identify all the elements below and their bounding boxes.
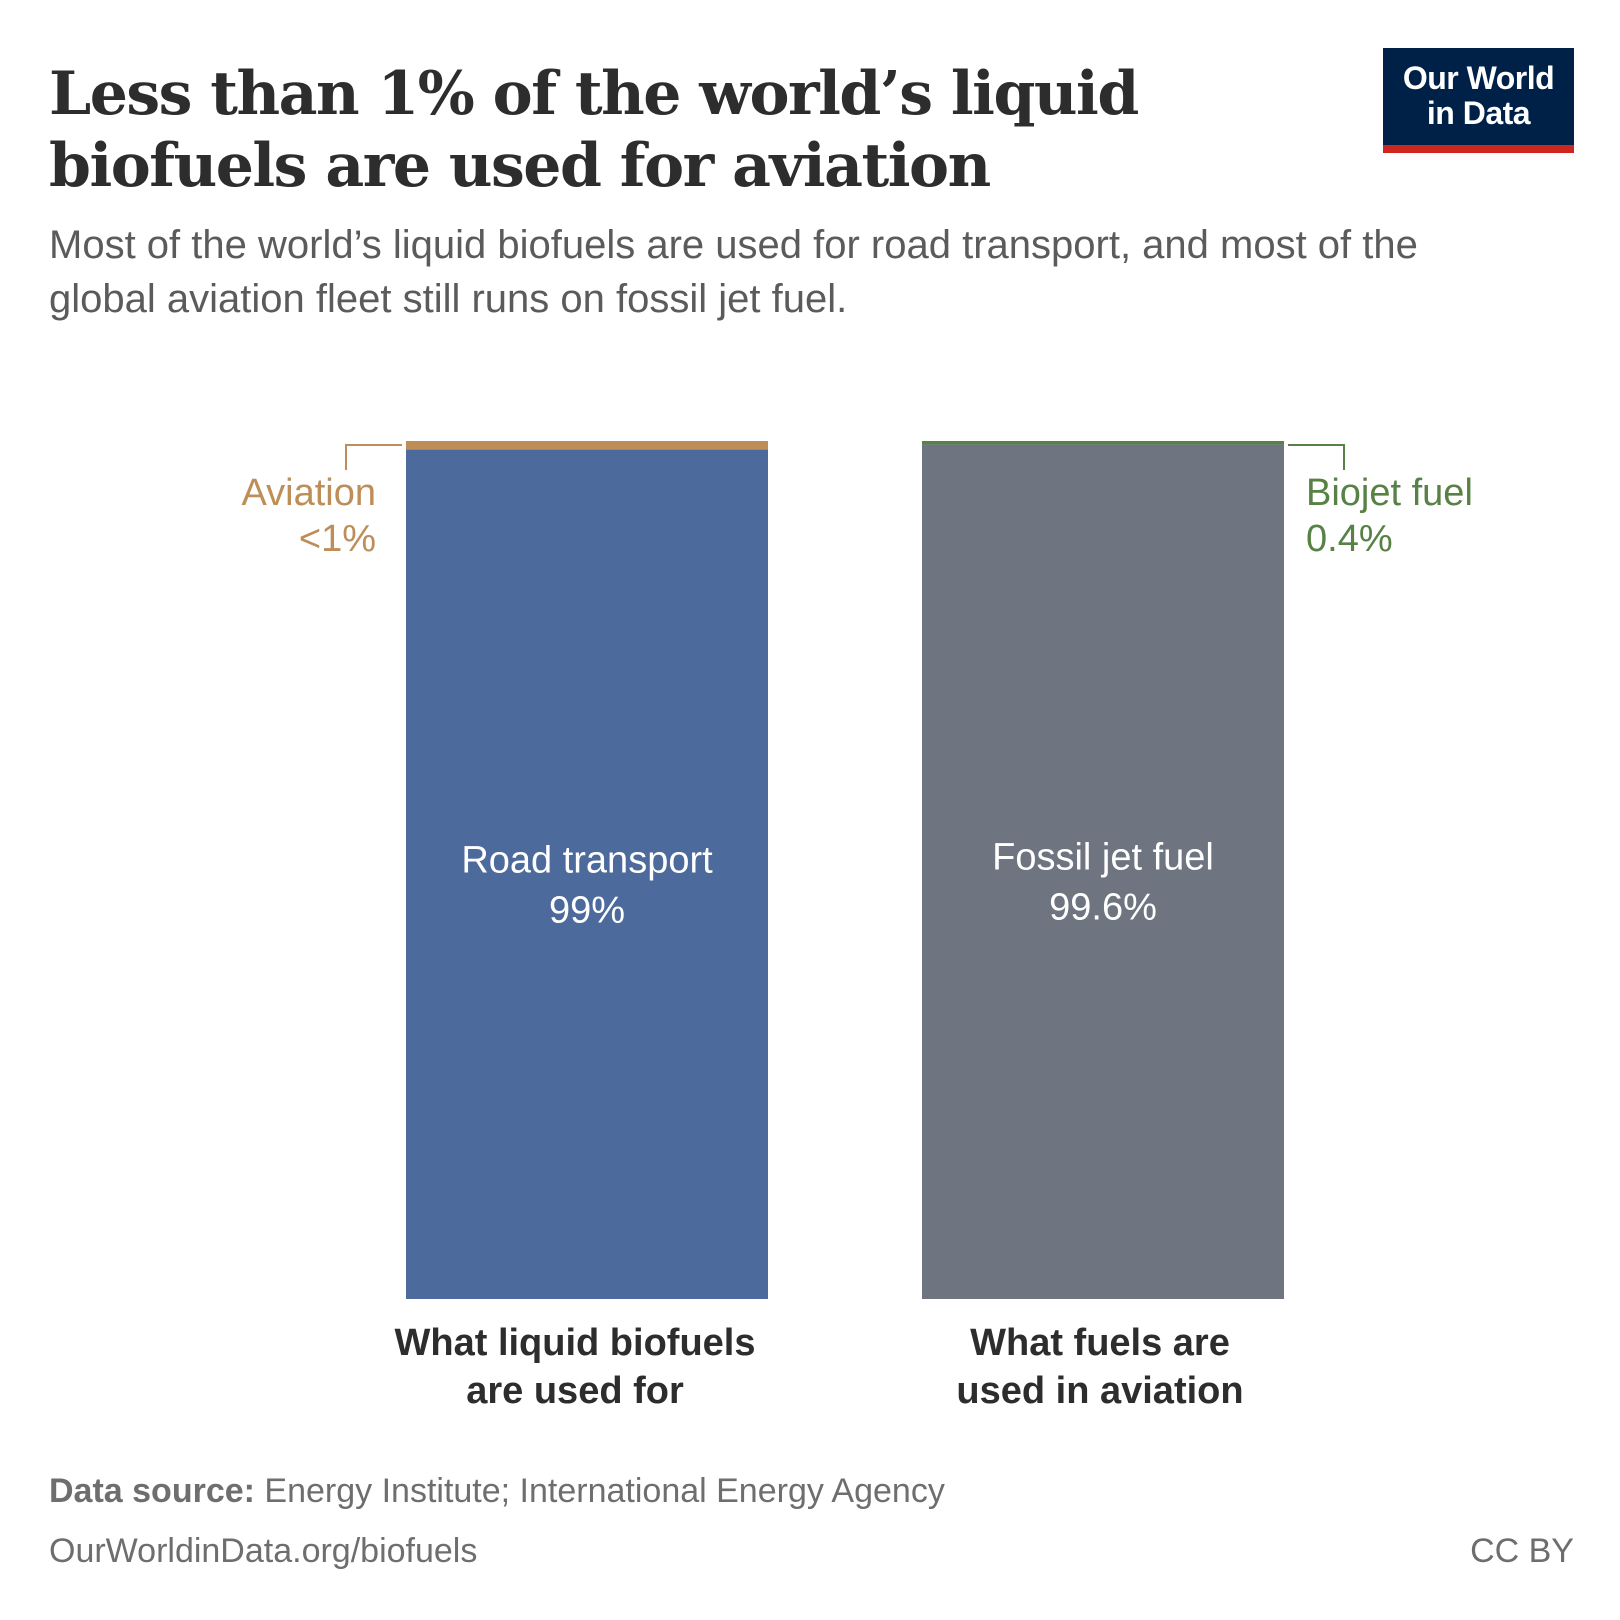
owid-logo[interactable]: Our World in Data (1383, 48, 1574, 153)
segment-name-label: Fossil jet fuel (992, 837, 1214, 879)
bar-segment-aviation (406, 441, 768, 450)
bar-segment-road-transport (406, 449, 768, 1300)
annotation-value-label: 0.4% (1306, 518, 1393, 560)
annotation-leader-line (345, 444, 402, 470)
segment-value-label: 99% (549, 889, 625, 931)
source-url[interactable]: OurWorldinData.org/biofuels (49, 1532, 478, 1570)
chart-subtitle: Most of the world’s liquid biofuels are … (49, 223, 1418, 321)
license[interactable]: CC BY (1470, 1532, 1574, 1570)
annotation-name-label: Aviation (241, 472, 376, 514)
segment-name-label: Road transport (461, 839, 713, 881)
data-source: Data source: Energy Institute; Internati… (49, 1472, 945, 1511)
bar-segment-fossil-jet-fuel (922, 444, 1284, 1299)
category-label: What liquid biofuels (395, 1322, 756, 1364)
annotation-name-label: Biojet fuel (1306, 472, 1473, 514)
source-label: Data source: (49, 1472, 255, 1510)
annotation-leader-line (1288, 444, 1345, 470)
category-label: are used for (466, 1370, 684, 1412)
annotation-value-label: <1% (299, 518, 376, 560)
category-label: used in aviation (956, 1370, 1243, 1412)
bar-segment-biojet-fuel (922, 441, 1284, 445)
logo-line-2: in Data (1426, 95, 1531, 131)
logo-line-1: Our World (1402, 60, 1555, 96)
logo-accent-bar (1383, 145, 1574, 153)
chart-title: Less than 1% of the world’s liquid biofu… (49, 59, 1139, 201)
source-text: Energy Institute; International Energy A… (264, 1472, 945, 1510)
category-label: What fuels are (970, 1322, 1230, 1364)
segment-value-label: 99.6% (1049, 887, 1157, 929)
